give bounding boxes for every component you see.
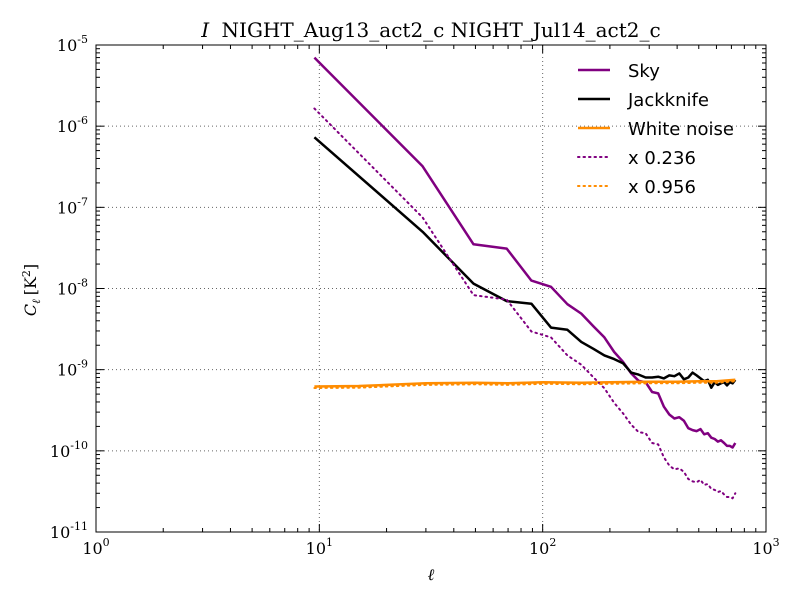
series-line-white-noise <box>314 378 736 388</box>
chart-title-text: NIGHT_Aug13_act2_c NIGHT_Jul14_act2_c <box>222 18 661 42</box>
y-tick-label: 10-7 <box>57 195 88 217</box>
y-tick-label: 10-5 <box>57 33 88 55</box>
y-tick-label: 10-11 <box>50 520 88 542</box>
y-tick-label: 10-9 <box>57 358 88 380</box>
plot-frame <box>95 44 767 533</box>
legend-label: Jackknife <box>627 90 709 111</box>
series-line-sky <box>313 56 737 449</box>
legend-label: x 0.956 <box>628 177 696 198</box>
legend-label: Sky <box>628 61 660 82</box>
y-tick-label: 10-6 <box>57 114 88 136</box>
series-line-x-0-236 <box>313 107 737 500</box>
x-axis-label: ℓ <box>428 565 435 584</box>
legend-label: x 0.236 <box>628 148 696 169</box>
x-tick-label: 102 <box>529 536 556 558</box>
x-tick-label: 103 <box>752 536 779 558</box>
chart-title-prefix: I <box>200 18 210 42</box>
chart-title: I NIGHT_Aug13_act2_c NIGHT_Jul14_act2_c <box>200 18 660 42</box>
series-layer <box>313 56 737 500</box>
y-tick-label: 10-8 <box>57 277 88 299</box>
y-tick-label: 10-10 <box>50 439 88 461</box>
series-line-x-0-956 <box>313 380 737 389</box>
legend: Sky Jackknife White noise x 0.236 x 0.956 <box>577 61 734 198</box>
tick-labels-layer: 100 101 102 103 10-11 10-10 10-9 10-8 10-7 10-6 10… <box>50 33 780 558</box>
series-line-jackknife <box>313 136 737 389</box>
y-axis-label: Cℓ[K2] <box>20 264 43 316</box>
legend-label: White noise <box>628 119 734 140</box>
x-tick-label: 101 <box>306 536 333 558</box>
x-tick-label: 100 <box>82 536 109 558</box>
